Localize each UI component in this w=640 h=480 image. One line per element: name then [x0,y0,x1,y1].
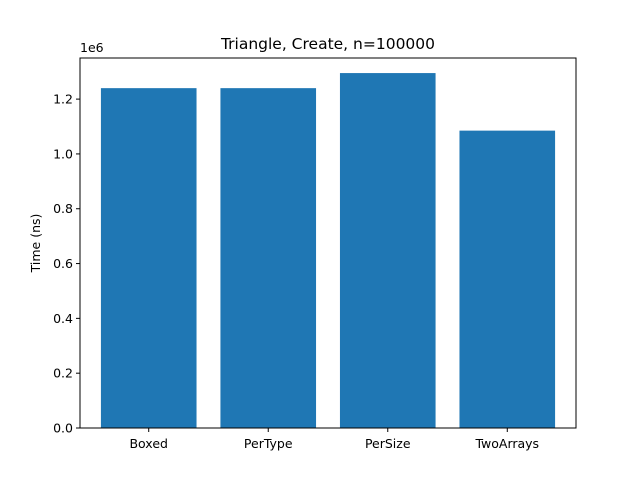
y-axis-label: Time (ns) [28,214,43,274]
y-axis-ticks: 0.0 0.2 0.4 0.6 0.8 1.0 1.2 [53,92,80,436]
y-tick-label: 0.0 [53,421,73,436]
bar-persize [339,73,436,429]
x-axis-ticks: Boxed PerType PerSize TwoArrays [129,428,539,451]
y-tick-label: 0.6 [53,256,73,271]
chart-title: Triangle, Create, n=100000 [220,35,435,53]
y-tick-label: 0.2 [53,366,73,381]
y-tick-label: 1.2 [53,92,73,107]
y-tick-label: 0.8 [53,201,73,216]
bar-twoarrays [459,130,556,428]
x-tick-label: Boxed [129,436,167,451]
x-tick-label: TwoArrays [474,436,539,451]
y-tick-label: 0.4 [53,311,73,326]
y-axis-scale-label: 1e6 [80,40,104,55]
y-tick-label: 1.0 [53,146,73,161]
x-tick-label: PerSize [365,436,411,451]
bars-group [100,73,556,429]
x-tick-label: PerType [244,436,293,451]
bar-pertype [220,88,317,429]
plot-frame [79,57,577,429]
bar-boxed [100,88,197,429]
